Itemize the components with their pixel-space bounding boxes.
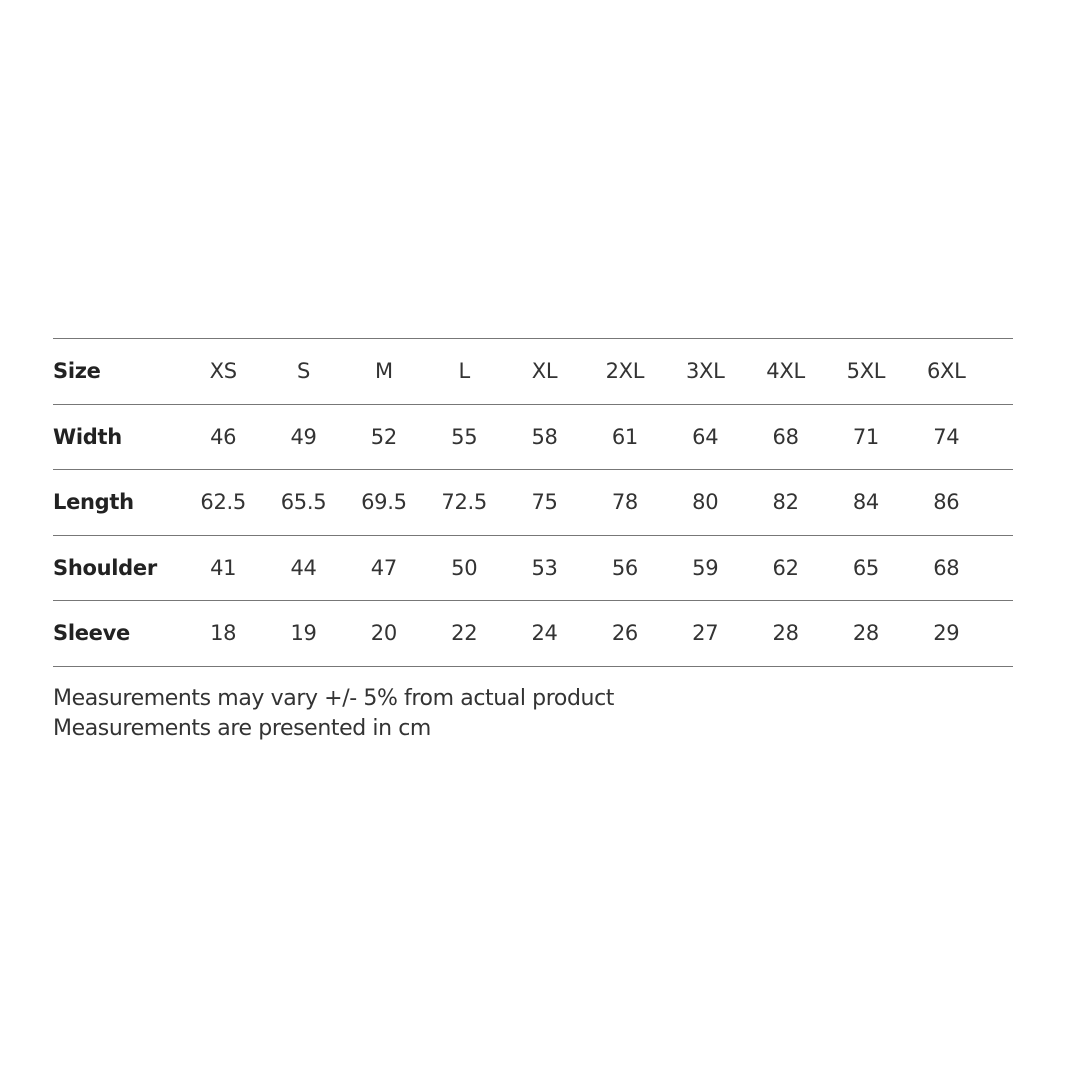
table-row: Width 46 49 52 55 58 61 64 68 71 74 xyxy=(53,405,1013,470)
table-cell: 86 xyxy=(933,490,960,515)
table-cell: 69.5 xyxy=(361,490,407,515)
table-row: Sleeve 18 19 20 22 24 26 27 28 28 29 xyxy=(53,601,1013,667)
row-label: Width xyxy=(53,424,122,449)
table-cell: 62.5 xyxy=(200,490,246,515)
row-label: Shoulder xyxy=(53,555,157,580)
row-label: Sleeve xyxy=(53,621,130,646)
table-cell: 56 xyxy=(611,555,638,580)
table-cell: S xyxy=(297,359,311,384)
table-cell: 47 xyxy=(370,555,397,580)
table-cell: 68 xyxy=(933,555,960,580)
table-cell: 20 xyxy=(370,621,397,646)
note-units: Measurements are presented in cm xyxy=(53,716,431,741)
table-cell: 82 xyxy=(772,490,799,515)
table-cell: 71 xyxy=(852,424,879,449)
table-cell: 78 xyxy=(611,490,638,515)
table-cell: 22 xyxy=(451,621,478,646)
table-cell: 18 xyxy=(210,621,237,646)
table-cell: 74 xyxy=(933,424,960,449)
header-row: Size XS S M L XL 2XL 3XL 4XL 5XL 6XL xyxy=(53,339,1013,405)
table-row: Length 62.5 65.5 69.5 72.5 75 78 80 82 84 86 xyxy=(53,470,1013,536)
table-cell: 46 xyxy=(210,424,237,449)
table-cell: XS xyxy=(209,359,237,384)
table-cell: 3XL xyxy=(685,359,725,384)
table-cell: 59 xyxy=(692,555,719,580)
table-cell: M xyxy=(374,359,393,384)
table-cell: 75 xyxy=(531,490,558,515)
table-cell: 53 xyxy=(531,555,558,580)
table-cell: 80 xyxy=(692,490,719,515)
table-cell: 24 xyxy=(531,621,558,646)
table-cell: 61 xyxy=(611,424,638,449)
table-cell: 29 xyxy=(933,621,960,646)
table-cell: 58 xyxy=(531,424,558,449)
notes: Measurements may vary +/- 5% from actual… xyxy=(53,684,614,744)
table-cell: 50 xyxy=(451,555,478,580)
table-cell: 65.5 xyxy=(280,490,327,515)
table-cell: 28 xyxy=(852,621,879,646)
table-cell: 5XL xyxy=(846,359,886,384)
row-label: Length xyxy=(53,490,134,515)
table-cell: L xyxy=(458,359,471,384)
table-cell: 52 xyxy=(370,424,397,449)
table-cell: 28 xyxy=(772,621,799,646)
table-cell: 6XL xyxy=(926,359,966,384)
table-cell: 4XL xyxy=(766,359,805,384)
size-chart-table: Size XS S M L XL 2XL 3XL 4XL 5XL 6XL Width 46 49 52 55 5… xyxy=(53,338,1013,667)
table-cell: 55 xyxy=(451,424,478,449)
table-cell: 41 xyxy=(210,555,237,580)
note-variance: Measurements may vary +/- 5% from actual… xyxy=(53,686,614,711)
table-row: Shoulder 41 44 47 50 53 56 59 62 65 68 xyxy=(53,536,1013,601)
table-cell: 68 xyxy=(772,424,799,449)
table-cell: 19 xyxy=(290,621,317,646)
table-cell: 26 xyxy=(611,621,638,646)
table-cell: 44 xyxy=(290,555,317,580)
table-cell: 2XL xyxy=(605,359,645,384)
row-label: Size xyxy=(53,359,101,384)
table-cell: 72.5 xyxy=(441,490,487,515)
table-cell: XL xyxy=(531,359,558,384)
table-cell: 62 xyxy=(772,555,799,580)
table-cell: 65 xyxy=(852,555,879,580)
table-cell: 84 xyxy=(852,490,879,515)
table-cell: 27 xyxy=(692,621,719,646)
table-cell: 49 xyxy=(290,424,317,449)
table-cell: 64 xyxy=(692,424,719,449)
